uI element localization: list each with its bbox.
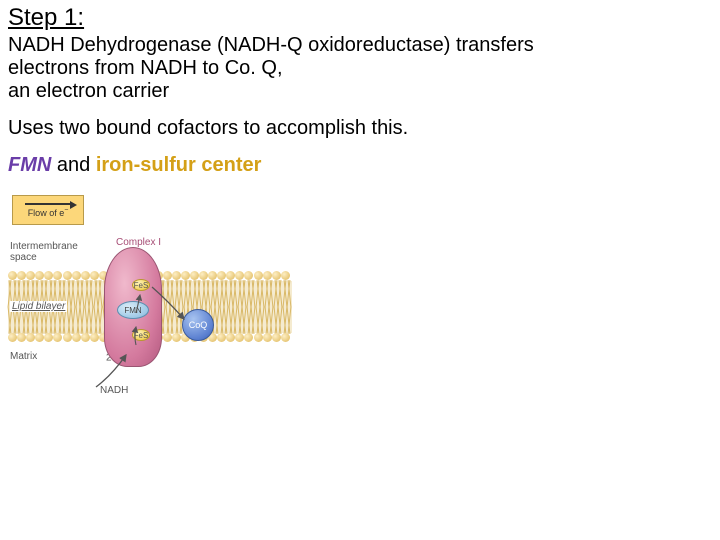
paragraph-2: Uses two bound cofactors to accomplish t… [8,117,712,140]
label-intermembrane: Intermembrane space [10,241,78,263]
cofactor-iron: iron-sulfur center [96,154,262,176]
flow-label-sup: − [64,207,68,214]
p1-line1: NADH Dehydrogenase (NADH-Q oxidoreductas… [8,34,534,56]
cofactor-and: and [51,154,95,176]
cofactor-line: FMN and iron-sulfur center [8,154,712,177]
p1-line3: an electron carrier [8,80,169,102]
step-title: Step 1: [8,4,712,32]
label-matrix: Matrix [10,351,37,362]
flow-label-text: Flow of e [28,208,65,218]
p1-line2: electrons from NADH to Co. Q, [8,57,283,79]
paragraph-1: NADH Dehydrogenase (NADH-Q oxidoreductas… [8,34,712,103]
flow-of-electrons-box: Flow of e− [12,195,84,225]
diagram-complex1: Flow of e− Intermembrane space Complex I… [8,193,292,403]
flow-label: Flow of e− [28,207,69,218]
fmn-oval: FMN [117,301,149,319]
fes-cluster-2: FeS [132,329,150,341]
label-complex1: Complex I [116,237,161,248]
label-nadh: NADH [100,385,128,396]
flow-arrow-icon [25,203,71,205]
coq-sphere: CoQ [182,309,214,341]
cofactor-fmn: FMN [8,154,51,176]
label-intermembrane-l1: Intermembrane [10,241,78,252]
label-lipid-bilayer: Lipid bilayer [10,301,67,312]
label-intermembrane-l2: space [10,252,37,263]
fes-cluster-1: FeS [132,279,150,291]
